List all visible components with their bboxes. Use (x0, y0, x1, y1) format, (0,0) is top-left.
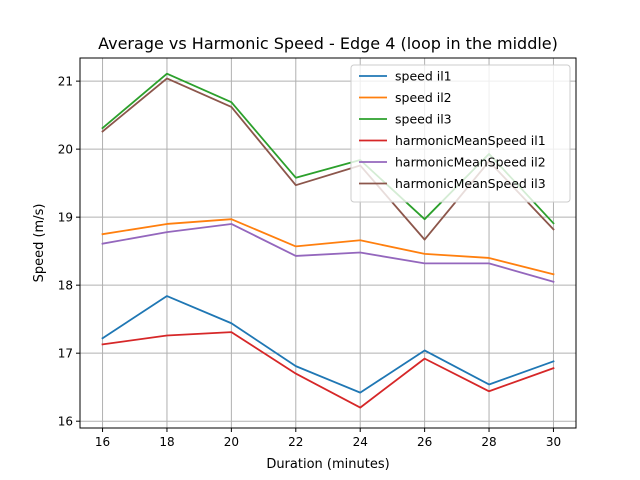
y-tick-label: 18 (58, 279, 73, 293)
x-tick-label: 28 (481, 435, 496, 449)
x-tick-label: 18 (159, 435, 174, 449)
y-tick-label: 16 (58, 415, 73, 429)
legend-label: speed il1 (395, 69, 452, 84)
y-tick-label: 19 (58, 211, 73, 225)
legend: speed il1 speed il2 speed il3 harmonicMeanS… (350, 64, 571, 203)
axis-ticks: 16 18 20 22 24 26 28 30 16 17 18 19 20 21 (58, 75, 561, 449)
x-tick-label: 24 (353, 435, 368, 449)
plot-area-frame (79, 57, 577, 429)
y-tick-label: 21 (58, 75, 73, 89)
legend-box (350, 64, 571, 203)
chart-title: Average vs Harmonic Speed - Edge 4 (loop… (98, 34, 558, 53)
x-tick-label: 26 (417, 435, 432, 449)
legend-label: harmonicMeanSpeed il2 (395, 155, 546, 170)
series-line (101, 295, 555, 394)
legend-label: speed il2 (395, 90, 452, 105)
legend-label: harmonicMeanSpeed il3 (395, 176, 546, 191)
y-tick-label: 17 (58, 347, 73, 361)
series-line (101, 223, 555, 283)
y-axis-label: Speed (m/s) (32, 204, 47, 283)
y-tick-label: 20 (58, 143, 73, 157)
x-tick-label: 16 (95, 435, 110, 449)
x-tick-label: 20 (224, 435, 239, 449)
x-tick-label: 22 (288, 435, 303, 449)
series-line (101, 218, 555, 276)
x-axis-label: Duration (minutes) (266, 457, 389, 472)
legend-label: harmonicMeanSpeed il1 (395, 133, 546, 148)
legend-label: speed il3 (395, 112, 452, 127)
series-line (101, 331, 555, 409)
x-tick-label: 30 (546, 435, 561, 449)
